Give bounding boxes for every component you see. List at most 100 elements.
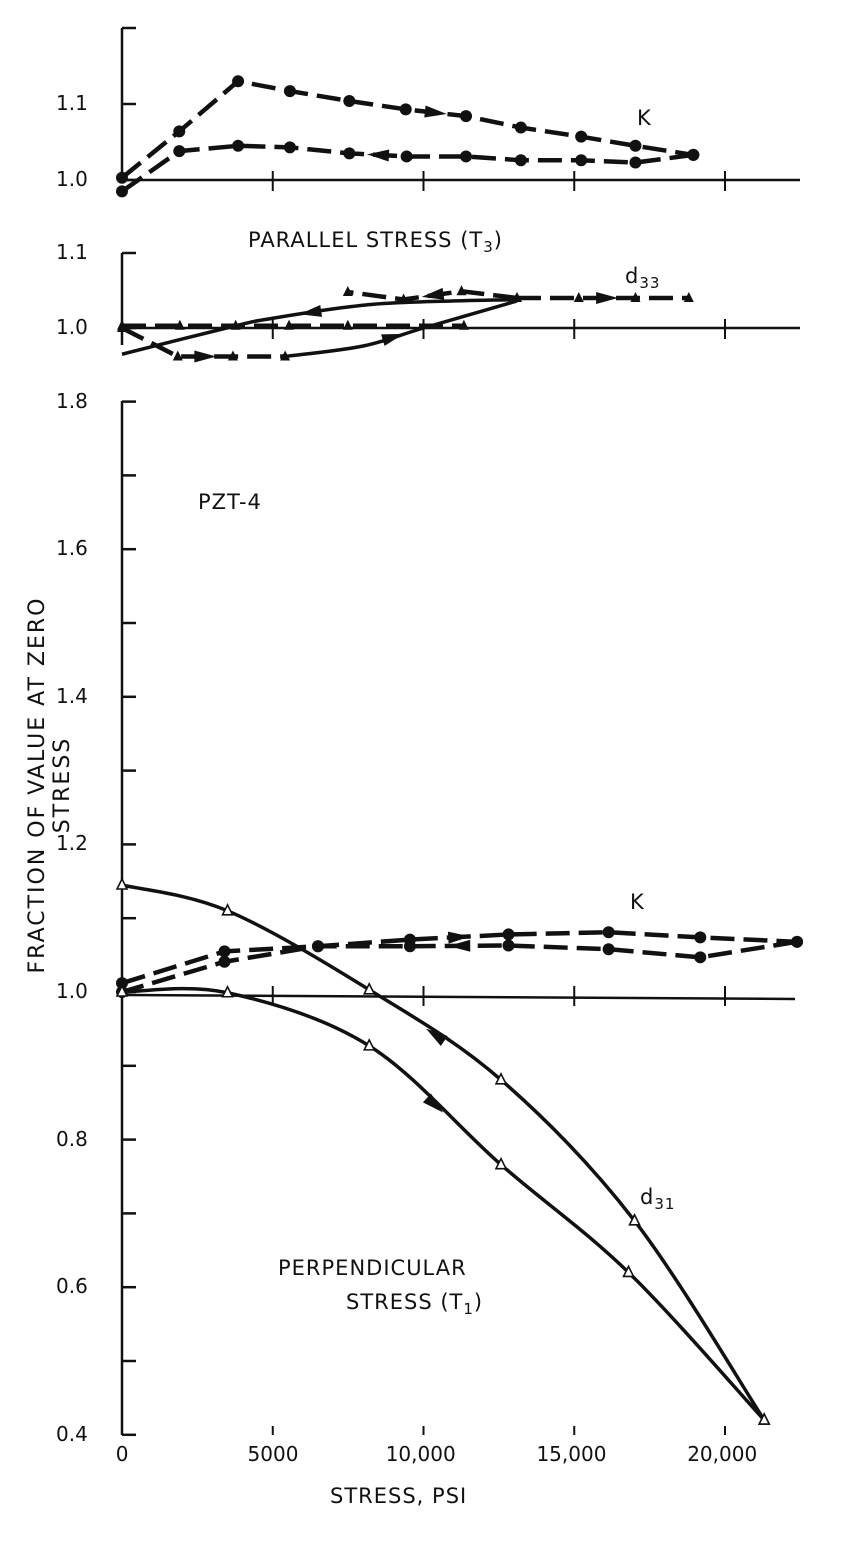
series-d31-decreasing-2-3-point [494,1072,508,1085]
series-K-increasing-0-0-point [629,139,642,152]
series-d33-none-1-5-point [174,319,185,330]
series-K-decreasing-2-1-point [403,940,416,953]
y-tick-label-perpendicular-stress: 1.6 [56,536,88,561]
series-K-decreasing-0-1-point [460,150,473,163]
series-K-increasing-2-0-point [602,926,615,939]
series-K-increasing-0-0-point [173,125,186,138]
series-d31-decreasing-2-3-point [362,981,376,995]
series-K-decreasing-2-1-point [791,935,804,948]
series-K-decreasing-0-1-point [173,145,186,158]
y-tick-label-parallel-stress-K: 1.0 [56,167,88,191]
series-d31-increasing-2-2-point [494,1156,508,1170]
annotation-parallel-text: PARALLEL STRESS (T [248,228,484,252]
series-K-increasing-2-0-point [694,931,707,944]
annotation-d33-text: d [625,264,640,288]
series-d31-decreasing-2-3-point [115,877,129,890]
annotation-d33: d33 [625,264,660,292]
series-K-decreasing-0-1-point [283,141,296,154]
y-tick-label-perpendicular-stress: 1.0 [56,979,88,1003]
x-axis-label: STRESS, PSI [330,1484,468,1508]
annotation-material: PZT-4 [198,490,262,514]
series-d33-increasing-1-2-point [573,292,584,302]
series-K-decreasing-2-1-point [218,955,231,968]
annotation-d31-text: d [640,1185,655,1209]
series-K-decreasing-0-1-point [400,150,413,163]
series-d33-increasing-1-2-direction-arrow [596,292,619,304]
y-tick-label-perpendicular-stress: 1.2 [56,831,88,856]
series-K-increasing-0-0-point [343,94,356,107]
series-d31-decreasing-2-3-direction-arrow [426,1028,448,1046]
series-d31-increasing-2-2-direction-arrow [422,1093,444,1113]
x-tick-label: 10,000 [385,1442,456,1466]
series-K-increasing-0-0-point [283,85,296,98]
annotation-perp-sub: 1 [463,1300,474,1319]
series-K-increasing-0-0-direction-arrow [424,105,447,118]
series-K-increasing-0-0-point [116,171,128,184]
series-K-decreasing-0-1-direction-arrow [366,149,390,162]
series-K-increasing-0-0-point [514,121,527,134]
y-tick-label-perpendicular-stress: 0.8 [56,1126,88,1151]
series-d31-decreasing-2-3-point [757,1412,771,1425]
series-d33-increasing-1-0-point [227,350,238,361]
series-d31-decreasing-2-3-point [628,1212,641,1226]
series-K-increasing-2-0-point [502,928,515,941]
series-d33-increasing-1-2-point [683,292,694,302]
annotation-parallel-close: ) [493,228,503,252]
x-tick-label: 0 [115,1442,129,1466]
x-tick-label: 5000 [247,1442,299,1466]
series-d33-increasing-1-1-direction-arrow [381,333,404,346]
series-d33-decreasing-1-3-point [456,285,467,296]
series-d33-increasing-1-2-point [630,292,641,302]
series-K-decreasing-2-1-point [311,940,324,953]
annotation-k-parallel: K [637,106,652,130]
series-K-decreasing-0-1-point [687,148,700,161]
annotation-perpendicular-line2: STRESS (T1) [346,1290,483,1318]
series-d33-none-1-5-point [230,319,241,330]
series-d33-increasing-1-0-line [120,325,286,359]
y-tick-label-parallel-stress-K: 1.1 [56,91,88,115]
series-K-decreasing-2-1-point [602,943,615,956]
series-d33-none-1-5-point [342,319,353,330]
series-d31-increasing-2-2-point [622,1264,635,1278]
annotation-perp-text: STRESS (T [346,1290,464,1314]
series-K-decreasing-0-1-point [629,156,642,169]
y-tick-label-perpendicular-stress: 1.8 [56,388,88,413]
series-K-decreasing-2-1-direction-arrow [448,939,471,952]
series-K-decreasing-0-1-point [514,154,527,167]
series-K-decreasing-2-1-point [694,951,707,964]
series-K-increasing-0-0-point [575,130,588,143]
series-K-increasing-0-0-point [232,75,245,88]
annotation-d31-sub: 31 [654,1195,676,1214]
series-d33-decreasing-1-4-direction-arrow [299,305,323,317]
series-d31-increasing-2-2-point [221,984,234,998]
series-d33-none-1-5-point [284,319,295,330]
annotation-perpendicular-line1: PERPENDICULAR [278,1256,467,1280]
series-d33-decreasing-1-3-point [342,286,353,296]
y-tick-label-parallel-stress-d33: 1.1 [56,240,88,264]
annotation-parallel-stress: PARALLEL STRESS (T3) [248,228,503,256]
series-K-decreasing-0-1-point [343,147,356,160]
series-K-increasing-2-0-point [218,945,231,958]
y-tick-label-perpendicular-stress: 0.4 [56,1421,88,1446]
y-tick-label-perpendicular-stress: 0.6 [56,1274,88,1299]
annotation-k-perpendicular: K [630,890,645,914]
series-d33-none-1-5-point [117,319,127,330]
series-K-increasing-2-0-point [116,977,128,990]
series-K-decreasing-2-1-point [502,939,515,952]
series-K-increasing-2-0-direction-arrow [447,931,471,944]
series-K-increasing-0-0-point [460,110,473,123]
annotation-d31: d31 [640,1185,675,1213]
series-d33-none-1-5-point [458,319,469,330]
series-d33-decreasing-1-3-direction-arrow [421,287,445,300]
y-axis-label: FRACTION OF VALUE AT ZERO STRESS [25,596,75,974]
annotation-parallel-sub: 3 [483,238,494,257]
y-tick-label-perpendicular-stress: 1.4 [56,683,88,708]
series-K-increasing-0-0-point [399,103,412,116]
x-tick-label: 15,000 [536,1442,607,1466]
annotation-d33-sub: 33 [639,274,661,293]
series-K-decreasing-0-1-point [575,154,588,167]
series-K-decreasing-0-1-point [232,139,245,152]
x-tick-label: 20,000 [687,1442,758,1466]
annotation-perp-close: ) [473,1290,484,1314]
